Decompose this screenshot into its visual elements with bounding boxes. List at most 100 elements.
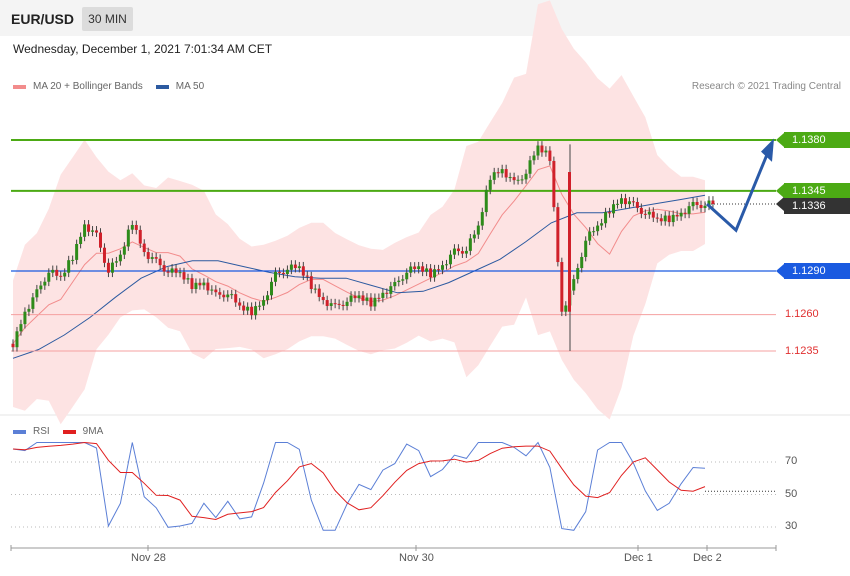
candle-body xyxy=(484,189,488,213)
candle-body xyxy=(31,297,35,309)
candle-body xyxy=(655,217,659,219)
candle-body xyxy=(683,212,687,214)
candle-body xyxy=(576,268,580,280)
candle-body xyxy=(460,251,464,254)
level-tag-1235: 1.1235 xyxy=(785,345,819,357)
candle-body xyxy=(540,145,544,153)
candle-body xyxy=(651,211,655,218)
candle-body xyxy=(15,331,19,348)
candle-body xyxy=(170,268,174,273)
legend-label-rsi: RSI xyxy=(33,426,50,437)
candle-body xyxy=(234,294,238,303)
candle-body xyxy=(619,198,623,204)
candle-body xyxy=(51,269,55,273)
candle-body xyxy=(627,201,631,205)
candle-body xyxy=(277,271,281,273)
timeframe-button[interactable]: 30 MIN xyxy=(82,7,133,31)
candle-body xyxy=(182,272,186,280)
level-tag-1380: 1.1380 xyxy=(784,132,850,148)
candle-body xyxy=(711,200,715,205)
rsi-9ma-line xyxy=(12,441,706,521)
candle-body xyxy=(496,172,500,174)
candle-body xyxy=(604,212,608,224)
candle-body xyxy=(369,297,373,307)
candle-body xyxy=(703,205,707,209)
candle-body xyxy=(154,257,158,259)
candle-body xyxy=(401,279,405,281)
candle-body xyxy=(429,268,433,278)
candle-body xyxy=(305,275,309,277)
candle-body xyxy=(250,306,254,316)
rsi-legend: RSI 9MA xyxy=(13,426,116,437)
candle-body xyxy=(691,201,695,207)
candle-body xyxy=(516,179,520,181)
candle-body xyxy=(512,177,516,181)
candle-body xyxy=(325,300,329,306)
candle-body xyxy=(588,231,592,241)
candle-body xyxy=(464,250,468,254)
candle-body xyxy=(659,218,663,222)
candle-body xyxy=(59,275,63,277)
candle-body xyxy=(456,248,460,252)
candle-body xyxy=(536,145,540,156)
rsi-label-50: 50 xyxy=(785,488,798,500)
candle-body xyxy=(695,201,699,205)
candle-body xyxy=(500,169,504,174)
candle-body xyxy=(174,268,178,273)
candle-body xyxy=(564,305,568,312)
level-tag-1290: 1.1290 xyxy=(784,263,850,279)
candle-body xyxy=(79,236,83,244)
candle-body xyxy=(130,224,134,230)
level-pointer-1.1345 xyxy=(776,183,784,198)
candle-body xyxy=(242,305,246,311)
candle-body xyxy=(47,272,51,282)
candle-body xyxy=(623,198,627,205)
candle-body xyxy=(556,207,560,263)
candle-body xyxy=(198,282,202,286)
candle-body xyxy=(266,295,270,301)
candle-body xyxy=(285,269,289,274)
ma50-line xyxy=(12,194,706,359)
candle-body xyxy=(55,269,59,276)
candle-body xyxy=(675,214,679,217)
x-tick-dec1: Dec 1 xyxy=(624,552,653,564)
candle-body xyxy=(333,303,337,305)
candle-body xyxy=(389,286,393,294)
candle-body xyxy=(297,266,301,269)
candle-body xyxy=(397,280,401,283)
candle-body xyxy=(580,256,584,269)
candle-body xyxy=(258,305,262,307)
candle-body xyxy=(444,264,448,266)
candle-body xyxy=(472,234,476,239)
candle-body xyxy=(488,179,492,190)
candle-body xyxy=(600,223,604,226)
candle-body xyxy=(631,201,635,203)
candle-body xyxy=(293,264,297,269)
candle-body xyxy=(27,308,31,312)
candle-body xyxy=(508,177,512,179)
candle-body xyxy=(226,294,230,298)
candle-body xyxy=(254,306,258,316)
candle-spike-body xyxy=(568,172,571,312)
candle-body xyxy=(190,278,194,290)
candle-body xyxy=(592,231,596,233)
candle-body xyxy=(83,224,87,237)
candle-body xyxy=(91,230,95,232)
candle-body xyxy=(206,282,210,291)
candle-body xyxy=(572,279,576,291)
candle-body xyxy=(218,292,222,295)
candle-body xyxy=(321,296,325,301)
candle-body xyxy=(301,266,305,276)
candle-body xyxy=(548,150,552,161)
candle-body xyxy=(98,232,102,248)
candle-body xyxy=(238,302,242,306)
candle-body xyxy=(19,324,23,332)
candle-body xyxy=(452,248,456,255)
candle-body xyxy=(504,169,508,178)
candle-body xyxy=(480,212,484,226)
candle-body xyxy=(289,264,293,270)
candle-body xyxy=(361,295,365,301)
legend-item-9ma: 9MA xyxy=(62,426,103,437)
legend-swatch-ma20 xyxy=(13,84,26,89)
